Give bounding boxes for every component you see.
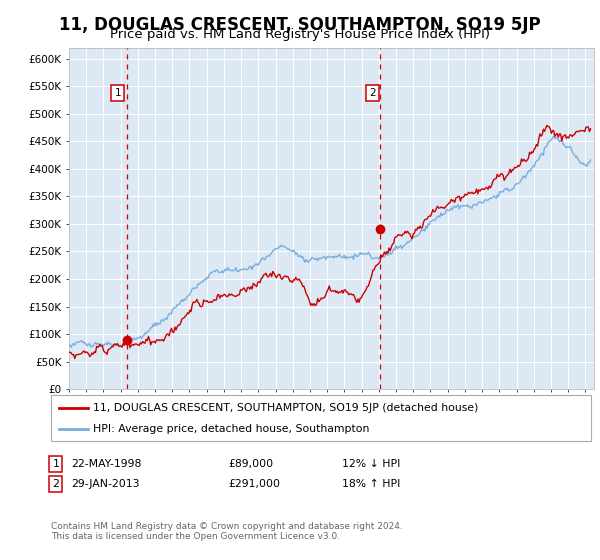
Text: Contains HM Land Registry data © Crown copyright and database right 2024.
This d: Contains HM Land Registry data © Crown c… — [51, 522, 403, 542]
Text: 2: 2 — [52, 479, 59, 489]
Text: 18% ↑ HPI: 18% ↑ HPI — [342, 479, 400, 489]
Text: 12% ↓ HPI: 12% ↓ HPI — [342, 459, 400, 469]
Text: 2: 2 — [369, 88, 376, 98]
Text: 1: 1 — [52, 459, 59, 469]
Text: Price paid vs. HM Land Registry's House Price Index (HPI): Price paid vs. HM Land Registry's House … — [110, 28, 490, 41]
Text: £89,000: £89,000 — [228, 459, 273, 469]
Text: 11, DOUGLAS CRESCENT, SOUTHAMPTON, SO19 5JP: 11, DOUGLAS CRESCENT, SOUTHAMPTON, SO19 … — [59, 16, 541, 34]
Text: 11, DOUGLAS CRESCENT, SOUTHAMPTON, SO19 5JP (detached house): 11, DOUGLAS CRESCENT, SOUTHAMPTON, SO19 … — [93, 403, 478, 413]
Text: 1: 1 — [115, 88, 121, 98]
Text: 22-MAY-1998: 22-MAY-1998 — [71, 459, 141, 469]
Text: HPI: Average price, detached house, Southampton: HPI: Average price, detached house, Sout… — [93, 424, 370, 434]
Text: 29-JAN-2013: 29-JAN-2013 — [71, 479, 139, 489]
Text: £291,000: £291,000 — [228, 479, 280, 489]
